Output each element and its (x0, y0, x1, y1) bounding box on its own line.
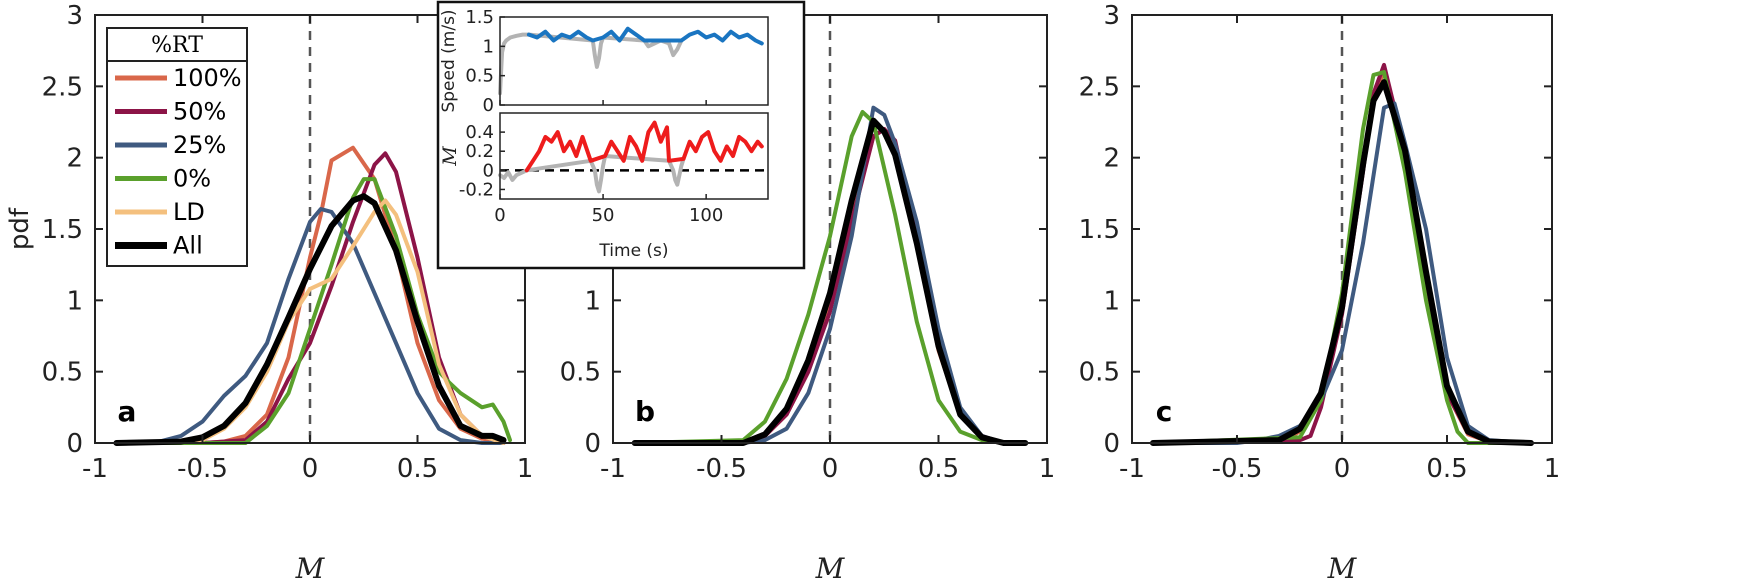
panel-letter: b (635, 395, 655, 428)
x-tick-label: 1 (517, 454, 534, 484)
x-tick-label: 1 (1039, 454, 1056, 484)
y-axis-label: pdf (5, 207, 35, 250)
x-tick-label: -0.5 (177, 454, 228, 484)
series-line-active (526, 26, 764, 46)
x-tick-label: 0.5 (397, 454, 438, 484)
y-tick-label: 0 (483, 160, 494, 181)
y-tick-label: 1 (584, 286, 601, 316)
x-axis-label: Time (s) (598, 241, 668, 261)
legend-entry-label: 50% (173, 98, 226, 126)
x-tick-label: 0.5 (918, 454, 959, 484)
x-tick-label: 0 (822, 454, 839, 484)
y-tick-label: 1.5 (42, 215, 83, 245)
y-tick-label: 0 (483, 95, 494, 116)
y-tick-label: 2 (66, 144, 83, 174)
axes-frame (499, 16, 769, 106)
y-tick-label: 2 (1103, 144, 1120, 174)
y-tick-label: -0.2 (459, 179, 494, 200)
x-tick-label: -1 (1119, 454, 1145, 484)
legend-entry-label: 0% (173, 165, 211, 193)
legend-entry-label: 25% (173, 131, 226, 159)
x-tick-label: 100 (689, 205, 723, 226)
legend-entry-label: LD (173, 198, 205, 226)
inset-speed-plot: 0 0.5 1 1.5 Speed (m/s) (439, 7, 769, 116)
y-tick-label: 0.2 (465, 141, 494, 162)
series-line-25pct (114, 207, 506, 445)
legend-entry-label: 100% (173, 64, 242, 92)
series-line-all (631, 117, 1029, 446)
x-tick-label: 0 (494, 205, 505, 226)
x-tick-label: -1 (600, 454, 626, 484)
panel-c: -1 -0.5 0 0.5 1 0 0.5 1 1.5 2 2.5 3 Mc (1079, 1, 1561, 585)
y-tick-label: 2.5 (1079, 72, 1120, 102)
y-tick-label: 2.5 (42, 72, 83, 102)
x-tick-label: 0 (1334, 454, 1351, 484)
series-line-active (524, 120, 764, 173)
legend: %RT 100% 50% 25% 0% LD All (106, 27, 248, 267)
y-axis-label: Speed (m/s) (439, 9, 459, 112)
y-tick-label: 0.5 (465, 66, 494, 87)
x-tick-label: 0 (302, 454, 319, 484)
series-line-all (1150, 79, 1534, 446)
inset-box (436, 0, 806, 270)
x-tick-label: 1 (1544, 454, 1561, 484)
y-tick-label: 0.4 (465, 122, 494, 143)
x-tick-label: -1 (82, 454, 108, 484)
series-line-all (113, 193, 507, 446)
y-tick-label: 0 (1103, 429, 1120, 459)
x-tick-label: 50 (592, 205, 615, 226)
y-axis-label: M (439, 146, 461, 167)
legend-title: %RT (151, 33, 203, 58)
y-tick-label: 0.5 (42, 358, 83, 388)
y-tick-label: 0.5 (560, 358, 601, 388)
x-axis-label: M (815, 552, 846, 585)
y-tick-label: 1 (1103, 286, 1120, 316)
y-tick-label: 1.5 (1079, 215, 1120, 245)
x-tick-label: -0.5 (1212, 454, 1263, 484)
y-tick-label: 1.5 (465, 7, 494, 28)
y-tick-label: 3 (1103, 1, 1120, 31)
series-line-0pct (632, 110, 1028, 445)
x-axis-label: M (1327, 552, 1358, 585)
y-tick-label: 1 (66, 286, 83, 316)
series-line-0pct (1151, 70, 1533, 445)
x-axis-label: M (295, 552, 326, 585)
panel-letter: a (118, 395, 137, 428)
axes-frame (499, 112, 769, 200)
x-tick-label: 0.5 (1426, 454, 1467, 484)
panel-letter: c (1156, 395, 1173, 428)
series-line-0pct (114, 177, 512, 445)
y-tick-label: 1 (483, 36, 494, 57)
y-tick-label: 0.5 (1079, 358, 1120, 388)
series-line-inactive (498, 154, 686, 194)
y-tick-label: 0 (66, 429, 83, 459)
y-tick-label: 0 (584, 429, 601, 459)
y-tick-label: 3 (66, 1, 83, 31)
x-tick-label: -0.5 (696, 454, 747, 484)
legend-entry-label: All (173, 232, 203, 260)
